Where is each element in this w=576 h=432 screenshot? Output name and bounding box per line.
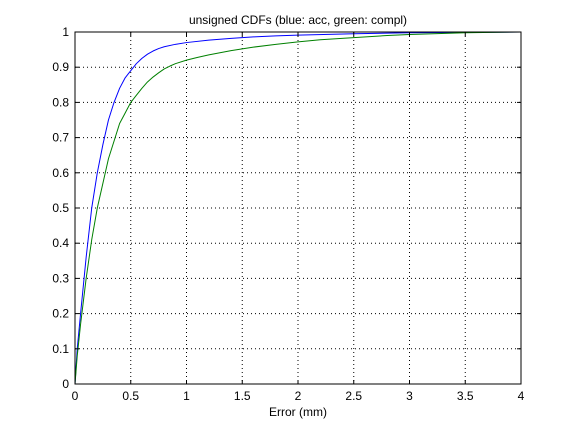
- x-axis-title: Error (mm): [269, 405, 327, 419]
- grid-layer: [75, 32, 521, 384]
- x-tick-label: 1.5: [234, 389, 251, 403]
- x-tick-label: 3: [406, 389, 413, 403]
- series-layer: [74, 31, 522, 385]
- y-tick-label: 1: [62, 25, 69, 39]
- x-tick-label: 2: [295, 389, 302, 403]
- y-tick-label: 0.7: [52, 131, 69, 145]
- y-tick-label: 0: [62, 377, 69, 391]
- y-tick-label: 0.5: [52, 201, 69, 215]
- y-tick-label: 0.4: [52, 236, 69, 250]
- x-tick-label: 0.5: [122, 389, 139, 403]
- x-tick-label: 3.5: [457, 389, 474, 403]
- y-tick-label: 0.1: [52, 342, 69, 356]
- series-line-green: [74, 31, 522, 385]
- y-tick-label: 0.6: [52, 166, 69, 180]
- x-tick-label: 2.5: [345, 389, 362, 403]
- chart-title: unsigned CDFs (blue: acc, green: compl): [189, 13, 407, 27]
- y-tick-label: 0.9: [52, 60, 69, 74]
- x-tick-label: 4: [518, 389, 525, 403]
- x-tick-label: 1: [183, 389, 190, 403]
- x-tick-label: 0: [72, 389, 79, 403]
- y-tick-label: 0.3: [52, 271, 69, 285]
- y-tick-label: 0.8: [52, 95, 69, 109]
- y-tick-label: 0.2: [52, 307, 69, 321]
- series-line-blue: [74, 31, 522, 385]
- tick-layer: 0 0.5 1 1.5 2 2.5 3 3.5 4 0 0.1 0.2 0.3 0.4 0.5 0.6 0.7 0…: [52, 25, 524, 403]
